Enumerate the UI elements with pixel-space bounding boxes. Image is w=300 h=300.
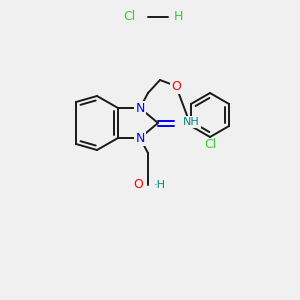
Text: Cl: Cl [204, 139, 216, 152]
Text: Cl: Cl [123, 11, 135, 23]
Text: N: N [135, 131, 145, 145]
Text: NH: NH [183, 117, 200, 127]
Text: N: N [135, 101, 145, 115]
Text: ·H: ·H [154, 180, 166, 190]
Text: O: O [171, 80, 181, 92]
Text: O: O [133, 178, 143, 191]
Text: H: H [174, 11, 183, 23]
